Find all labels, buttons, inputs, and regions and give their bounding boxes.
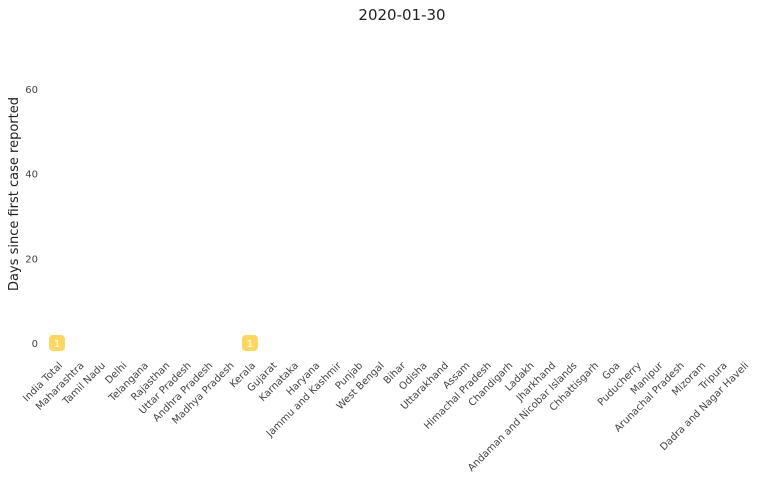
y-tick-label: 20 [25,254,38,265]
data-point-label: 1 [54,339,60,350]
y-tick-label: 40 [25,170,38,181]
y-axis-ticks: 0 20 40 60 [25,85,38,350]
y-tick-label: 60 [25,85,38,96]
y-axis-label: Days since first case reported [7,97,22,291]
data-point-marker [241,335,258,351]
data-point-marker [49,335,65,351]
data-point-label: 1 [247,339,253,350]
y-tick-label: 0 [32,339,38,350]
chart-title: 2020-01-30 [358,6,445,24]
